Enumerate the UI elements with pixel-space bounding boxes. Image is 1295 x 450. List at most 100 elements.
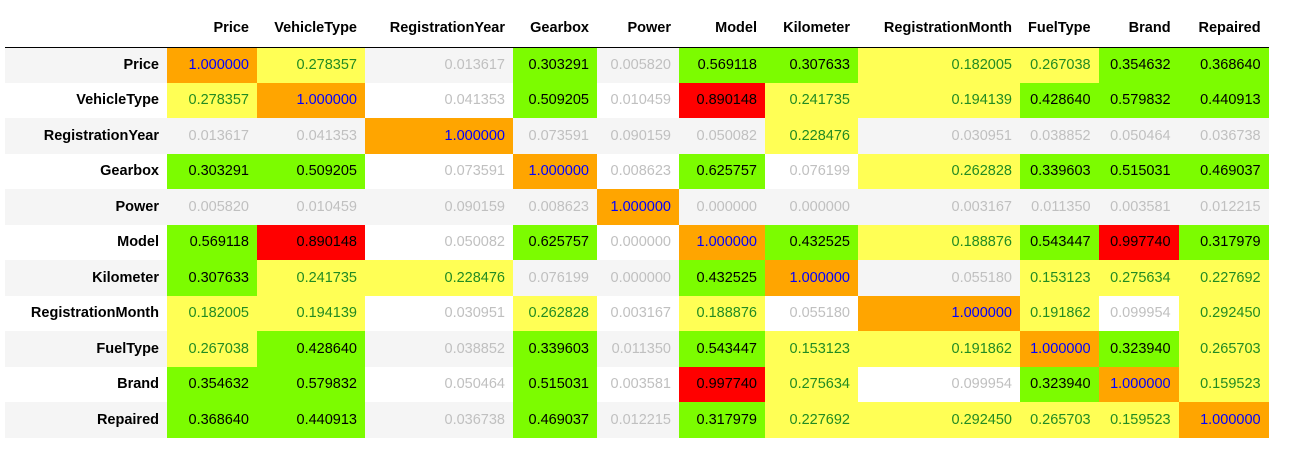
table-cell: 0.227692	[765, 402, 858, 438]
table-cell: 0.012215	[1178, 189, 1269, 225]
table-cell: 0.267038	[1020, 47, 1099, 83]
table-row: Power 0.005820 0.010459 0.090159 0.008623 1.0…	[5, 189, 1269, 225]
table-row: Model 0.569118 0.890148 0.050082 0.625757 0.0…	[5, 224, 1269, 260]
table-cell: 0.073591	[365, 153, 513, 189]
table-cell: 0.579832	[257, 366, 365, 402]
table-row: Repaired 0.368640 0.440913 0.036738 0.469037…	[5, 402, 1269, 438]
table-cell: 0.262828	[513, 295, 597, 331]
table-cell: 0.267038	[167, 331, 257, 367]
table-cell: 0.303291	[513, 47, 597, 83]
table-cell: 0.008623	[597, 153, 679, 189]
table-cell: 0.241735	[765, 82, 858, 118]
table-cell: 0.368640	[1178, 47, 1269, 83]
table-cell: 0.011350	[1020, 189, 1099, 225]
table-cell: 0.003167	[597, 295, 679, 331]
row-header: RegistrationYear	[5, 118, 167, 154]
table-cell: 0.041353	[365, 82, 513, 118]
row-header: Model	[5, 224, 167, 260]
table-cell: 0.569118	[679, 47, 765, 83]
table-cell: 0.182005	[167, 295, 257, 331]
table-cell: 0.005820	[597, 47, 679, 83]
correlation-matrix-table: Price VehicleType RegistrationYear Gearbox P…	[5, 10, 1269, 438]
table-cell: 0.055180	[765, 295, 858, 331]
table-cell: 1.000000	[765, 260, 858, 296]
row-header: RegistrationMonth	[5, 295, 167, 331]
table-cell: 0.050464	[1098, 118, 1179, 154]
table-cell: 0.038852	[365, 331, 513, 367]
table-cell: 0.278357	[167, 82, 257, 118]
table-cell: 0.432525	[679, 260, 765, 296]
table-cell: 0.265703	[1178, 331, 1269, 367]
table-cell: 0.354632	[167, 366, 257, 402]
table-cell: 0.428640	[1020, 82, 1099, 118]
table-cell: 0.625757	[679, 153, 765, 189]
table-cell: 0.317979	[679, 402, 765, 438]
table-cell: 0.227692	[1178, 260, 1269, 296]
table-cell: 1.000000	[597, 189, 679, 225]
column-header: FuelType	[1028, 20, 1091, 37]
table-cell: 1.000000	[365, 118, 513, 154]
table-cell: 0.303291	[167, 153, 257, 189]
table-cell: 0.003167	[858, 189, 1020, 225]
table-cell: 0.076199	[513, 260, 597, 296]
table-cell: 0.013617	[167, 118, 257, 154]
table-cell: 0.625757	[513, 224, 597, 260]
table-cell: 0.515031	[1098, 153, 1179, 189]
table-cell: 1.000000	[513, 153, 597, 189]
column-header: Model	[715, 20, 757, 37]
column-header: Power	[627, 20, 671, 37]
column-header: Repaired	[1198, 20, 1261, 37]
table-cell: 0.182005	[858, 47, 1020, 83]
table-cell: 0.469037	[513, 402, 597, 438]
table-cell: 0.099954	[858, 366, 1020, 402]
table-cell: 0.428640	[257, 331, 365, 367]
table-cell: 1.000000	[1178, 402, 1269, 438]
table-cell: 0.041353	[257, 118, 365, 154]
column-header: Brand	[1128, 20, 1171, 37]
table-cell: 0.194139	[858, 82, 1020, 118]
table-cell: 0.036738	[1178, 118, 1269, 154]
table-cell: 0.317979	[1178, 224, 1269, 260]
table-cell: 0.030951	[365, 295, 513, 331]
table-header: Price VehicleType RegistrationYear Gearbox P…	[5, 10, 1269, 47]
table-cell: 1.000000	[257, 82, 365, 118]
table-cell: 0.159523	[1098, 402, 1179, 438]
table-cell: 0.188876	[679, 295, 765, 331]
table-cell: 0.241735	[257, 260, 365, 296]
table-cell: 0.323940	[1098, 331, 1179, 367]
table-cell: 0.030951	[858, 118, 1020, 154]
table-cell: 0.050082	[679, 118, 765, 154]
table-cell: 0.323940	[1020, 366, 1099, 402]
table-row: RegistrationYear 0.013617 0.041353 1.000000…	[5, 118, 1269, 154]
table-row: Brand 0.354632 0.579832 0.050464 0.515031 0.0…	[5, 366, 1269, 402]
row-header: VehicleType	[5, 82, 167, 118]
table-cell: 0.153123	[1020, 260, 1099, 296]
table-cell: 0.011350	[597, 331, 679, 367]
column-header: RegistrationYear	[389, 20, 505, 37]
table-cell: 0.010459	[597, 82, 679, 118]
table-cell: 0.469037	[1178, 153, 1269, 189]
table-cell: 0.000000	[597, 224, 679, 260]
table-cell: 0.194139	[257, 295, 365, 331]
table-cell: 1.000000	[167, 47, 257, 83]
table-cell: 0.008623	[513, 189, 597, 225]
table-cell: 1.000000	[1098, 366, 1179, 402]
table-cell: 0.036738	[365, 402, 513, 438]
table-cell: 0.038852	[1020, 118, 1099, 154]
table-cell: 0.188876	[858, 224, 1020, 260]
row-header: Gearbox	[5, 153, 167, 189]
table-cell: 0.440913	[257, 402, 365, 438]
column-header: Kilometer	[783, 20, 850, 37]
table-cell: 0.275634	[1098, 260, 1179, 296]
table-cell: 0.509205	[257, 153, 365, 189]
table-cell: 0.278357	[257, 47, 365, 83]
table-cell: 0.307633	[765, 47, 858, 83]
table-row: VehicleType 0.278357 1.000000 0.041353 0.509…	[5, 82, 1269, 118]
table-cell: 1.000000	[1020, 331, 1099, 367]
row-header: Repaired	[5, 402, 167, 438]
table-cell: 0.012215	[597, 402, 679, 438]
header-row: Price VehicleType RegistrationYear Gearbox P…	[5, 10, 1269, 47]
table-cell: 0.354632	[1098, 47, 1179, 83]
table-cell: 0.579832	[1098, 82, 1179, 118]
column-header: Gearbox	[530, 20, 589, 37]
